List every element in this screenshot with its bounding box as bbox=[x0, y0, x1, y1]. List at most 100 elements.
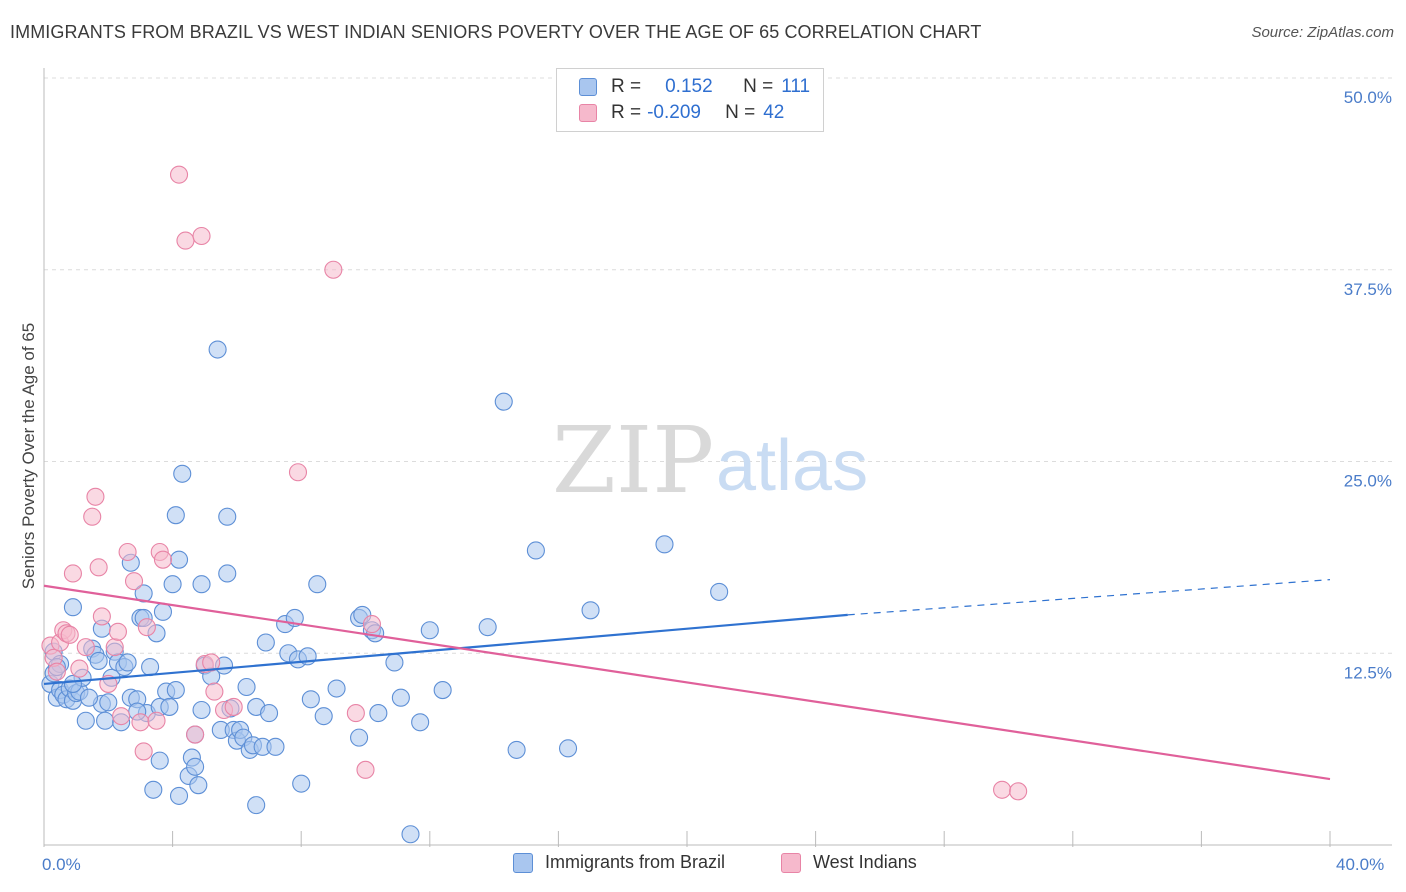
point-west-indian bbox=[205, 682, 224, 701]
point-brazil bbox=[411, 713, 430, 732]
point-west-indian bbox=[108, 622, 127, 641]
point-west-indian bbox=[147, 711, 166, 730]
x-tick-min: 0.0% bbox=[42, 855, 81, 874]
point-brazil bbox=[581, 601, 600, 620]
point-brazil bbox=[401, 825, 420, 844]
point-brazil bbox=[314, 707, 333, 726]
point-brazil bbox=[96, 711, 115, 730]
watermark-atlas: atlas bbox=[716, 426, 868, 506]
trend-lines bbox=[43, 579, 1331, 781]
trend-line-brazil bbox=[43, 613, 848, 686]
point-brazil bbox=[494, 392, 513, 411]
point-brazil bbox=[385, 653, 404, 672]
y-tick-label: 37.5% bbox=[1344, 280, 1392, 299]
point-brazil bbox=[166, 681, 185, 700]
point-brazil bbox=[192, 700, 211, 720]
point-brazil bbox=[153, 602, 173, 621]
point-brazil bbox=[166, 506, 185, 525]
point-brazil bbox=[160, 697, 179, 716]
y-tick-label: 12.5% bbox=[1344, 663, 1392, 682]
point-west-indian bbox=[993, 780, 1012, 799]
point-brazil bbox=[76, 711, 95, 730]
point-brazil bbox=[655, 535, 674, 554]
series-legend-west-indians[interactable]: West Indians bbox=[781, 852, 917, 873]
legend-n-value: 111 bbox=[781, 76, 811, 97]
points-layer bbox=[41, 165, 1028, 844]
point-west-indian bbox=[134, 742, 153, 761]
point-brazil bbox=[237, 677, 256, 697]
point-west-indian bbox=[192, 226, 211, 246]
point-brazil bbox=[507, 740, 526, 759]
point-west-indian bbox=[362, 615, 381, 634]
point-brazil bbox=[558, 739, 578, 758]
point-west-indian bbox=[70, 659, 89, 678]
point-brazil bbox=[420, 621, 439, 640]
point-brazil bbox=[173, 464, 192, 483]
legend-r-value: 0.152 bbox=[665, 76, 713, 97]
point-west-indian bbox=[224, 697, 243, 716]
series-label-west-indians: West Indians bbox=[813, 852, 917, 872]
point-brazil bbox=[369, 704, 388, 723]
legend-swatch-pink bbox=[579, 104, 597, 122]
legend-n-label: N = bbox=[743, 76, 774, 97]
point-brazil bbox=[141, 658, 160, 677]
point-brazil bbox=[79, 688, 99, 707]
series-legend-brazil[interactable]: Immigrants from Brazil bbox=[513, 852, 725, 873]
point-brazil bbox=[218, 507, 237, 526]
point-brazil bbox=[134, 584, 153, 603]
legend-swatch-blue bbox=[579, 78, 597, 96]
point-brazil bbox=[144, 780, 163, 799]
series-legend: Immigrants from Brazil West Indians bbox=[0, 852, 1406, 876]
point-west-indian bbox=[346, 704, 365, 723]
point-west-indian bbox=[47, 662, 66, 681]
series-label-brazil: Immigrants from Brazil bbox=[545, 852, 726, 872]
trend-line-brazil-extension bbox=[847, 579, 1331, 616]
point-west-indian bbox=[89, 558, 108, 577]
legend-n-label: N = bbox=[725, 102, 756, 123]
point-west-indian bbox=[124, 572, 144, 591]
chart-title: IMMIGRANTS FROM BRAZIL VS WEST INDIAN SE… bbox=[10, 22, 982, 42]
point-brazil bbox=[301, 690, 320, 709]
axes bbox=[43, 68, 1392, 847]
point-brazil bbox=[710, 582, 729, 601]
point-west-indian bbox=[86, 487, 105, 506]
y-axis-label: Seniors Poverty Over the Age of 65 bbox=[19, 323, 38, 589]
point-brazil bbox=[118, 653, 137, 672]
point-brazil bbox=[89, 651, 108, 670]
point-brazil bbox=[327, 679, 346, 698]
point-west-indian bbox=[60, 625, 79, 644]
point-west-indian bbox=[105, 638, 124, 657]
legend-n-value: 42 bbox=[763, 102, 785, 123]
x-tick-max: 40.0% bbox=[1336, 855, 1384, 874]
point-brazil bbox=[99, 693, 118, 712]
point-brazil bbox=[218, 564, 237, 583]
legend-r-label: R = bbox=[611, 102, 642, 123]
point-west-indian bbox=[288, 463, 308, 482]
point-brazil bbox=[526, 541, 545, 560]
point-west-indian bbox=[356, 760, 375, 779]
point-west-indian bbox=[169, 165, 189, 184]
point-brazil bbox=[266, 737, 285, 756]
point-brazil bbox=[169, 550, 189, 569]
point-west-indian bbox=[92, 607, 111, 626]
point-brazil bbox=[63, 598, 82, 617]
point-west-indian bbox=[176, 231, 195, 250]
point-brazil bbox=[292, 774, 311, 793]
point-brazil bbox=[163, 575, 182, 594]
point-west-indian bbox=[202, 653, 221, 672]
point-brazil bbox=[259, 704, 279, 723]
point-brazil bbox=[186, 757, 205, 776]
point-brazil bbox=[247, 796, 266, 815]
point-brazil bbox=[256, 633, 275, 652]
point-west-indian bbox=[63, 564, 82, 583]
point-west-indian bbox=[137, 618, 156, 637]
legend-r-value: -0.209 bbox=[647, 102, 701, 123]
point-west-indian bbox=[1009, 782, 1028, 801]
point-brazil bbox=[308, 575, 327, 594]
point-west-indian bbox=[118, 542, 137, 562]
point-brazil bbox=[189, 776, 208, 795]
point-brazil bbox=[433, 681, 452, 700]
point-west-indian bbox=[76, 638, 95, 657]
point-brazil bbox=[192, 575, 211, 594]
